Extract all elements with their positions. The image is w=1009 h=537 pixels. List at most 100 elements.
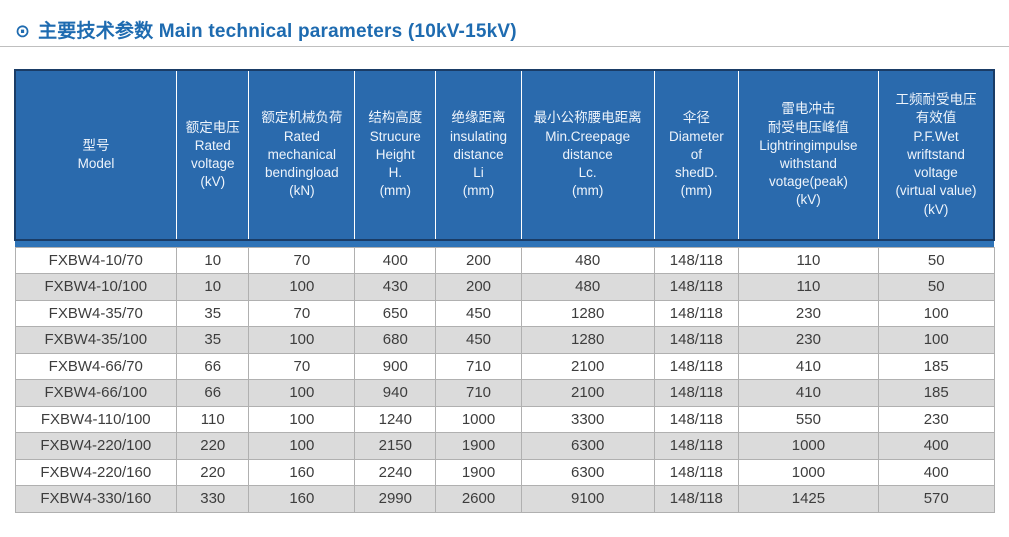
model-cell: FXBW4-35/100 bbox=[14, 326, 178, 354]
column-header-rated-mechanical-bending-load: 额定机械负荷 Rated mechanical bendingload (kN) bbox=[248, 69, 355, 240]
model-cell: FXBW4-220/100 bbox=[14, 432, 178, 460]
value-cell-rated-mechanical-bending-load: 100 bbox=[248, 273, 356, 301]
header-divider-band bbox=[15, 239, 994, 247]
table-row-FXBW4-35/100: FXBW4-35/100 35 100 680 450 1280 148/118 230 100 bbox=[14, 326, 995, 354]
header-divider-band-fill bbox=[15, 239, 994, 247]
column-header-insulating-distance: 绝缘距离 insulating distance Li (mm) bbox=[435, 69, 522, 240]
value-cell-min-creepage-distance: 2100 bbox=[520, 379, 655, 407]
value-cell-rated-voltage: 330 bbox=[176, 485, 250, 513]
model-cell: FXBW4-330/160 bbox=[14, 485, 178, 513]
value-cell-structure-height: 1240 bbox=[354, 405, 437, 433]
value-cell-structure-height: 2990 bbox=[354, 485, 437, 513]
model-cell: FXBW4-35/70 bbox=[14, 299, 178, 327]
value-cell-min-creepage-distance: 6300 bbox=[520, 458, 655, 486]
value-cell-lightning-impulse-withstand: 410 bbox=[737, 352, 879, 380]
value-cell-rated-voltage: 35 bbox=[176, 326, 250, 354]
value-cell-shed-diameter: 148/118 bbox=[653, 352, 739, 380]
value-cell-rated-voltage: 110 bbox=[176, 405, 250, 433]
value-cell-pf-wet-withstand: 400 bbox=[877, 432, 995, 460]
value-cell-lightning-impulse-withstand: 410 bbox=[737, 379, 879, 407]
value-cell-structure-height: 2240 bbox=[354, 458, 437, 486]
value-cell-pf-wet-withstand: 100 bbox=[877, 299, 995, 327]
column-header-min-creepage-distance: 最小公称腰电距离 Min.Creepage distance Lc. (mm) bbox=[520, 69, 655, 240]
value-cell-lightning-impulse-withstand: 110 bbox=[737, 246, 879, 274]
value-cell-lightning-impulse-withstand: 550 bbox=[737, 405, 879, 433]
value-cell-pf-wet-withstand: 400 bbox=[877, 458, 995, 486]
page-title: 主要技术参数 Main technical parameters (10kV-1… bbox=[38, 21, 517, 42]
table-row-FXBW4-35/70: FXBW4-35/70 35 70 650 450 1280 148/118 230 100 bbox=[14, 299, 995, 327]
value-cell-rated-mechanical-bending-load: 100 bbox=[248, 326, 356, 354]
value-cell-rated-voltage: 220 bbox=[176, 432, 250, 460]
model-cell: FXBW4-10/100 bbox=[14, 273, 178, 301]
value-cell-rated-mechanical-bending-load: 100 bbox=[248, 432, 356, 460]
value-cell-rated-mechanical-bending-load: 100 bbox=[248, 379, 356, 407]
value-cell-insulating-distance: 710 bbox=[435, 352, 522, 380]
value-cell-insulating-distance: 450 bbox=[435, 326, 522, 354]
model-cell: FXBW4-220/160 bbox=[14, 458, 178, 486]
table-row-FXBW4-220/100: FXBW4-220/100 220 100 2150 1900 6300 148/118 10… bbox=[14, 432, 995, 460]
column-header-lightning-impulse-withstand: 雷电冲击 耐受电压峰值 Lightringimpulse withstand v… bbox=[737, 69, 879, 240]
value-cell-pf-wet-withstand: 570 bbox=[877, 485, 995, 513]
value-cell-rated-mechanical-bending-load: 160 bbox=[248, 485, 356, 513]
value-cell-pf-wet-withstand: 50 bbox=[877, 273, 995, 301]
value-cell-lightning-impulse-withstand: 1000 bbox=[737, 458, 879, 486]
model-cell: FXBW4-110/100 bbox=[14, 405, 178, 433]
value-cell-structure-height: 430 bbox=[354, 273, 437, 301]
value-cell-lightning-impulse-withstand: 1425 bbox=[737, 485, 879, 513]
column-header-model: 型号 Model bbox=[14, 69, 177, 240]
column-header-shed-diameter: 伞径 Diameter of shedD. (mm) bbox=[653, 69, 739, 240]
value-cell-shed-diameter: 148/118 bbox=[653, 405, 739, 433]
value-cell-rated-mechanical-bending-load: 70 bbox=[248, 246, 356, 274]
value-cell-insulating-distance: 1900 bbox=[435, 458, 522, 486]
table-header: 型号 Model 额定电压 Rated voltage (kV) 额定机械负荷 Ra… bbox=[14, 69, 995, 240]
value-cell-lightning-impulse-withstand: 110 bbox=[737, 273, 879, 301]
value-cell-min-creepage-distance: 3300 bbox=[520, 405, 655, 433]
value-cell-insulating-distance: 450 bbox=[435, 299, 522, 327]
value-cell-structure-height: 650 bbox=[354, 299, 437, 327]
value-cell-rated-mechanical-bending-load: 70 bbox=[248, 352, 356, 380]
value-cell-min-creepage-distance: 9100 bbox=[520, 485, 655, 513]
model-cell: FXBW4-66/70 bbox=[14, 352, 178, 380]
column-header-structure-height: 结构高度 Strucure Height H. (mm) bbox=[354, 69, 436, 240]
value-cell-lightning-impulse-withstand: 230 bbox=[737, 326, 879, 354]
value-cell-lightning-impulse-withstand: 1000 bbox=[737, 432, 879, 460]
value-cell-rated-voltage: 10 bbox=[176, 273, 250, 301]
table-row-FXBW4-66/70: FXBW4-66/70 66 70 900 710 2100 148/118 410 185 bbox=[14, 352, 995, 380]
value-cell-lightning-impulse-withstand: 230 bbox=[737, 299, 879, 327]
value-cell-min-creepage-distance: 480 bbox=[520, 273, 655, 301]
value-cell-insulating-distance: 2600 bbox=[435, 485, 522, 513]
value-cell-structure-height: 2150 bbox=[354, 432, 437, 460]
table-header-row: 型号 Model 额定电压 Rated voltage (kV) 额定机械负荷 Ra… bbox=[14, 69, 995, 240]
value-cell-pf-wet-withstand: 50 bbox=[877, 246, 995, 274]
section-header: ⊙ 主要技术参数 Main technical parameters (10kV… bbox=[0, 0, 1009, 46]
value-cell-insulating-distance: 200 bbox=[435, 273, 522, 301]
value-cell-rated-mechanical-bending-load: 160 bbox=[248, 458, 356, 486]
value-cell-rated-voltage: 10 bbox=[176, 246, 250, 274]
value-cell-insulating-distance: 200 bbox=[435, 246, 522, 274]
value-cell-insulating-distance: 1000 bbox=[435, 405, 522, 433]
column-header-pf-wet-withstand: 工频耐受电压 有效值 P.F.Wet wriftstand voltage (v… bbox=[877, 69, 995, 240]
table-row-FXBW4-10/70: FXBW4-10/70 10 70 400 200 480 148/118 110 50 bbox=[14, 246, 995, 274]
parameters-table-container: 型号 Model 额定电压 Rated voltage (kV) 额定机械负荷 Ra… bbox=[14, 69, 995, 513]
model-cell: FXBW4-66/100 bbox=[14, 379, 178, 407]
table-row-FXBW4-220/160: FXBW4-220/160 220 160 2240 1900 6300 148/118 10… bbox=[14, 458, 995, 486]
value-cell-pf-wet-withstand: 185 bbox=[877, 379, 995, 407]
value-cell-rated-voltage: 66 bbox=[176, 379, 250, 407]
value-cell-shed-diameter: 148/118 bbox=[653, 379, 739, 407]
value-cell-rated-mechanical-bending-load: 70 bbox=[248, 299, 356, 327]
title-divider bbox=[0, 46, 1009, 47]
bullseye-icon: ⊙ bbox=[15, 20, 31, 41]
value-cell-pf-wet-withstand: 185 bbox=[877, 352, 995, 380]
main-technical-parameters-table: 型号 Model 额定电压 Rated voltage (kV) 额定机械负荷 Ra… bbox=[14, 69, 995, 513]
value-cell-min-creepage-distance: 480 bbox=[520, 246, 655, 274]
value-cell-shed-diameter: 148/118 bbox=[653, 326, 739, 354]
value-cell-pf-wet-withstand: 230 bbox=[877, 405, 995, 433]
value-cell-min-creepage-distance: 1280 bbox=[520, 326, 655, 354]
table-row-FXBW4-110/100: FXBW4-110/100 110 100 1240 1000 3300 148/118 55… bbox=[14, 405, 995, 433]
table-row-FXBW4-66/100: FXBW4-66/100 66 100 940 710 2100 148/118 410 185 bbox=[14, 379, 995, 407]
value-cell-rated-voltage: 35 bbox=[176, 299, 250, 327]
value-cell-pf-wet-withstand: 100 bbox=[877, 326, 995, 354]
value-cell-structure-height: 680 bbox=[354, 326, 437, 354]
value-cell-shed-diameter: 148/118 bbox=[653, 458, 739, 486]
